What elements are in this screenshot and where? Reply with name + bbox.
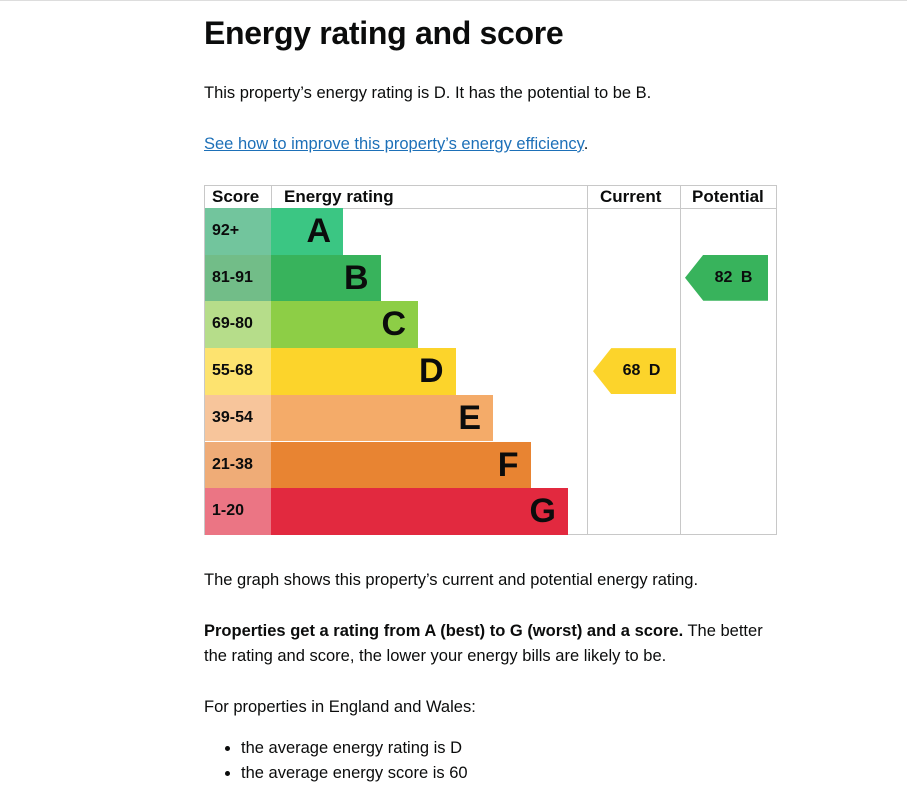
band-score: 21-38: [205, 441, 271, 489]
potential-rating-arrow: 82 B: [685, 254, 768, 301]
column-divider: [680, 186, 681, 534]
header-score: Score: [212, 187, 260, 206]
band-score: 1-20: [205, 488, 271, 535]
band-bar-b: B: [271, 254, 381, 302]
band-bar-a: A: [271, 208, 343, 255]
list-item: the average energy score is 60: [241, 761, 468, 786]
ratings-rest: The better the rating and score, the low…: [204, 622, 763, 665]
header-energy-rating: Energy rating: [284, 187, 394, 206]
band-score: 69-80: [205, 301, 271, 349]
header-current: Current: [600, 187, 662, 206]
current-rating-arrow: 68 D: [593, 348, 676, 395]
ratings-explanation: Properties get a rating from A (best) to…: [204, 619, 784, 669]
page-title: Energy rating and score: [204, 15, 564, 51]
band-bar-e: E: [271, 394, 493, 442]
band-score: 92+: [205, 208, 271, 255]
link-suffix: .: [583, 135, 589, 153]
band-bar-d: D: [271, 348, 456, 395]
column-divider: [587, 186, 588, 534]
graph-note: The graph shows this property’s current …: [204, 571, 699, 589]
band-bar-c: C: [271, 301, 418, 349]
band-bar-f: F: [271, 441, 531, 489]
band-score: 55-68: [205, 348, 271, 395]
band-score: 39-54: [205, 394, 271, 442]
improve-paragraph: See how to improve this property’s energ…: [204, 132, 588, 157]
header-divider: [205, 208, 776, 209]
improve-link[interactable]: See how to improve this property’s energ…: [204, 135, 584, 153]
column-divider: [271, 186, 272, 208]
intro-text: This property’s energy rating is D. It h…: [204, 84, 652, 102]
list-item: the average energy rating is D: [241, 736, 468, 761]
band-score: 81-91: [205, 254, 271, 302]
band-bar-g: G: [271, 488, 568, 535]
ratings-bold: Properties get a rating from A (best) to…: [204, 622, 684, 640]
region-text: For properties in England and Wales:: [204, 698, 476, 716]
averages-list: the average energy rating is D the avera…: [204, 736, 468, 786]
header-potential: Potential: [692, 187, 764, 206]
energy-rating-chart: Score Energy rating Current Potential 92…: [204, 185, 777, 535]
